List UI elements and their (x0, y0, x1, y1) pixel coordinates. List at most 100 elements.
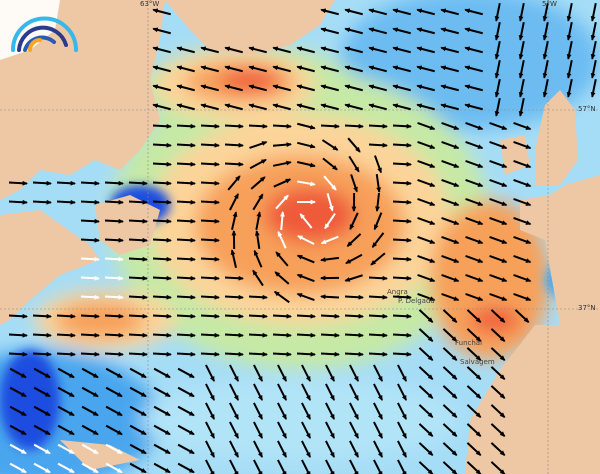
wind-arrow (249, 158, 267, 170)
wind-arrow (105, 424, 123, 436)
wind-arrow (205, 402, 215, 420)
wind-arrow (250, 176, 266, 190)
wind-arrow (176, 180, 196, 186)
wind-arrow (494, 59, 501, 79)
wind-arrow (272, 313, 292, 319)
wind-arrow (152, 123, 172, 129)
wind-arrow (490, 347, 506, 361)
wind-arrow (494, 2, 501, 22)
wind-arrow (229, 459, 239, 474)
wind-arrow (368, 294, 388, 300)
wind-arrow (464, 8, 483, 16)
wind-arrow (320, 313, 340, 319)
wind-arrow (326, 193, 334, 212)
wind-arrow (320, 235, 339, 245)
wind-arrow (273, 178, 292, 188)
wind-arrow (8, 180, 28, 186)
wind-arrow (418, 461, 434, 474)
wind-arrow (489, 178, 508, 188)
wind-arrow (513, 197, 532, 207)
wind-arrow (320, 332, 340, 338)
wind-arrow (494, 78, 501, 98)
wind-arrow (368, 8, 387, 16)
place-ponta-delgada: P. Delgada (398, 297, 435, 305)
wind-arrow (466, 328, 482, 342)
wind-arrow (344, 332, 364, 338)
wind-arrow (80, 199, 100, 205)
wind-arrow (177, 443, 195, 455)
wind-arrow (229, 402, 239, 420)
wind-arrow (152, 84, 171, 92)
wind-arrow (464, 27, 483, 35)
wind-arrow (441, 197, 460, 207)
wind-arrow (320, 256, 340, 262)
wind-arrow (465, 159, 484, 169)
wind-arrow (296, 292, 315, 302)
wind-arrow (323, 175, 337, 191)
wind-arrow (80, 351, 100, 357)
wind-arrow (104, 294, 124, 300)
wind-arrow (152, 294, 172, 300)
wind-arrow (371, 232, 385, 248)
wind-arrow (297, 141, 316, 149)
wind-arrow (513, 121, 532, 131)
wind-arrow (344, 351, 364, 357)
wind-arrow (229, 421, 239, 439)
wind-arrow (441, 121, 460, 131)
wind-arrow (590, 21, 597, 41)
wind-arrow (255, 211, 262, 231)
wind-arrow (368, 123, 388, 129)
wind-arrow (466, 309, 482, 323)
wind-arrow (229, 383, 239, 401)
wind-arrow (272, 123, 292, 129)
wind-arrow (272, 46, 291, 54)
wind-arrow (392, 275, 412, 281)
wind-arrow (176, 332, 196, 338)
wind-arrow (56, 351, 76, 357)
wind-arrow (542, 2, 549, 22)
wind-arrow (542, 21, 549, 41)
wind-arrow (128, 180, 148, 186)
wind-arrow (344, 8, 363, 16)
wind-arrow (466, 404, 482, 418)
wind-arrow (344, 103, 363, 111)
wind-arrow (490, 404, 506, 418)
wind-arrow (392, 161, 412, 167)
wind-arrow (490, 423, 506, 437)
wind-arrow (224, 46, 243, 54)
wind-arrow (200, 218, 220, 224)
wind-arrow (489, 254, 508, 264)
wind-arrow (153, 386, 171, 398)
wind-arrow (81, 405, 99, 417)
place-angra: Angra (387, 288, 408, 296)
wind-arrow (176, 294, 196, 300)
wave-arcs-logo (11, 16, 78, 52)
wind-arrow (56, 199, 76, 205)
wind-arrow (104, 332, 124, 338)
wind-arrow (320, 27, 339, 35)
wind-arrow (321, 139, 339, 151)
wind-arrow (489, 235, 508, 245)
wind-arrow (200, 313, 220, 319)
wind-arrow (494, 21, 501, 41)
wind-arrow (176, 46, 195, 54)
wind-arrow (442, 404, 458, 418)
wind-arrow (416, 27, 435, 35)
wind-arrow (466, 366, 482, 380)
wind-arrow (230, 249, 237, 268)
wind-arrow (32, 180, 52, 186)
wind-arrow (105, 443, 123, 455)
wind-arrow (57, 462, 75, 474)
wind-arrow (248, 65, 267, 73)
wind-arrow (274, 271, 290, 285)
wind-arrow (466, 423, 482, 437)
wind-arrow (416, 46, 435, 54)
wind-arrow (152, 313, 172, 319)
wind-arrow (104, 313, 124, 319)
wind-arrow (442, 366, 458, 380)
wind-arrow (349, 383, 359, 401)
wind-arrow (152, 46, 171, 54)
wind-arrow (177, 405, 195, 417)
wind-arrow (392, 27, 411, 35)
